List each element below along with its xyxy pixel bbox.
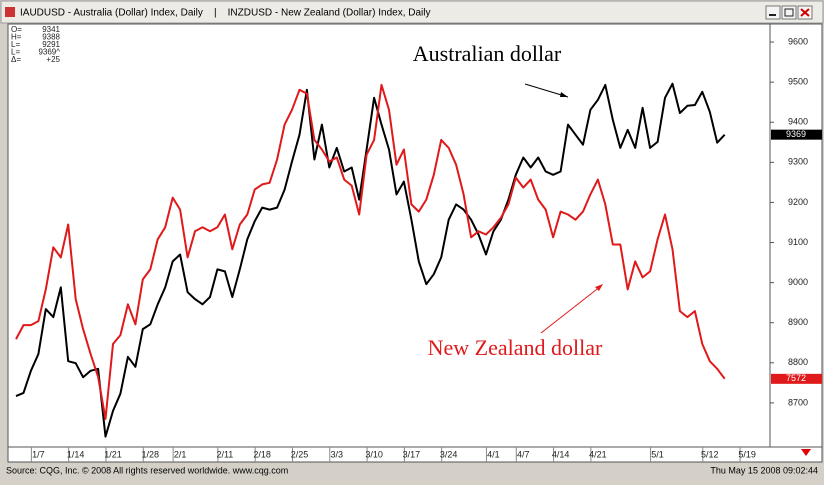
x-tick-label: 3/24 bbox=[440, 449, 458, 459]
footer-source: Source: CQG, Inc. © 2008 All rights rese… bbox=[6, 465, 288, 475]
y-tick-label: 9200 bbox=[788, 197, 808, 207]
series-line bbox=[15, 83, 726, 420]
annotation-arrowhead bbox=[560, 92, 568, 97]
x-tick-label: 5/12 bbox=[701, 449, 719, 459]
x-tick-label: 2/1 bbox=[174, 449, 187, 459]
quote-key: L= bbox=[11, 48, 20, 57]
minimize-button[interactable] bbox=[765, 5, 781, 20]
quote-key: O= bbox=[11, 25, 22, 34]
x-tick-label: 3/3 bbox=[331, 449, 344, 459]
quote-value: 9291 bbox=[42, 40, 60, 49]
y-tick-label: 9100 bbox=[788, 237, 808, 247]
x-tick-label: 2/11 bbox=[216, 449, 233, 459]
annotation-arrow bbox=[540, 285, 602, 334]
price-tag-box bbox=[771, 373, 822, 384]
y-tick-label: 9500 bbox=[788, 77, 808, 87]
x-tick-label: 2/18 bbox=[253, 449, 271, 459]
x-tick-label: 1/28 bbox=[142, 449, 160, 459]
y-tick-label: 8900 bbox=[788, 317, 808, 327]
series-line bbox=[15, 82, 726, 438]
window-title: IAUDUSD - Australia (Dollar) Index, Dail… bbox=[20, 8, 430, 19]
x-tick-label: 4/1 bbox=[487, 449, 500, 459]
quote-value: 9369^ bbox=[38, 48, 60, 57]
price-tag: 9369 bbox=[786, 129, 806, 139]
y-tick-label: 9600 bbox=[788, 36, 808, 46]
x-tick-label: 5/1 bbox=[651, 449, 664, 459]
maximize-icon bbox=[784, 8, 794, 17]
quote-box: O= 9341 H= 9388 L= 9291 L= 9369^ Δ= +25 bbox=[11, 25, 61, 64]
annotation-arrowhead bbox=[595, 284, 603, 291]
y-tick-label: 8800 bbox=[788, 357, 808, 367]
x-tick-label: 5/19 bbox=[738, 449, 756, 459]
x-tick-label: 4/21 bbox=[589, 449, 607, 459]
title-bar bbox=[0, 0, 824, 24]
plot-area bbox=[7, 23, 771, 448]
quote-key: L= bbox=[11, 40, 20, 49]
quote-value: 9388 bbox=[42, 33, 60, 42]
price-tag: 7572 bbox=[786, 373, 806, 383]
x-tick-label: 3/17 bbox=[403, 449, 421, 459]
y-tick-label: 9000 bbox=[788, 277, 808, 287]
x-tick-label: 1/14 bbox=[67, 449, 85, 459]
x-tick-label: 1/7 bbox=[32, 449, 45, 459]
quote-value: +25 bbox=[46, 55, 60, 64]
quote-value: 9341 bbox=[42, 25, 60, 34]
quote-key: H= bbox=[11, 33, 22, 42]
time-axis bbox=[7, 446, 823, 463]
quote-key: Δ= bbox=[11, 55, 21, 64]
x-tick-label: 2/25 bbox=[291, 449, 309, 459]
y-tick-label: 8700 bbox=[788, 397, 808, 407]
footer-timestamp: Thu May 15 2008 09:02:44 bbox=[710, 465, 818, 475]
x-tick-label: 4/7 bbox=[517, 449, 530, 459]
maximize-button[interactable] bbox=[781, 5, 797, 20]
series-label: Australian dollar bbox=[413, 41, 562, 66]
y-tick-label: 9400 bbox=[788, 117, 808, 127]
x-tick-label: 3/10 bbox=[365, 449, 383, 459]
price-tag-box bbox=[771, 129, 822, 140]
scroll-arrow[interactable] bbox=[801, 449, 811, 456]
x-tick-label: 1/21 bbox=[104, 449, 122, 459]
y-tick-label: 9300 bbox=[788, 157, 808, 167]
app-icon bbox=[5, 7, 15, 17]
x-tick-label: 4/14 bbox=[552, 449, 570, 459]
series-label: New Zealand dollar bbox=[428, 335, 603, 360]
close-icon bbox=[800, 8, 810, 17]
